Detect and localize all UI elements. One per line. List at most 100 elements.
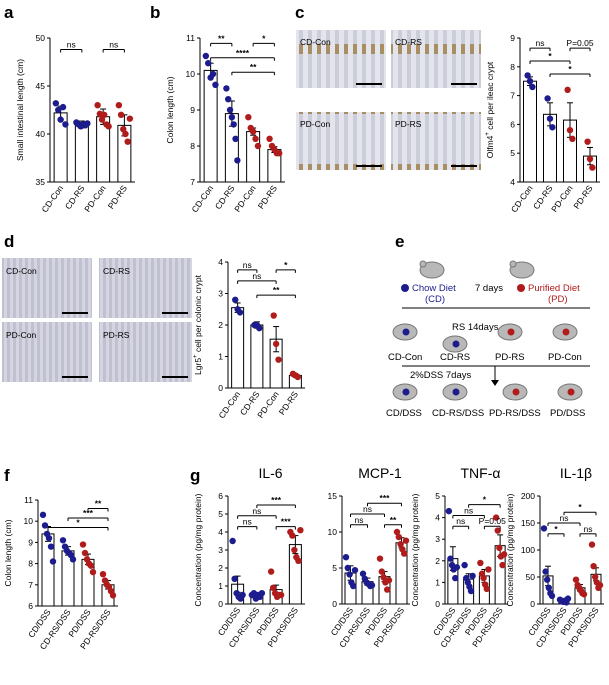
sig-label: ns [456,516,465,526]
sig-label: ** [95,498,102,508]
data-point [39,511,47,519]
x-tick-label: PD-Con [549,183,575,214]
panel-letter-e: e [395,232,404,251]
micrograph-label: PD-Con [300,119,331,129]
data-point [236,309,244,316]
data-point [564,595,572,602]
micrographs-c: CD-Con CD-RS PD-Con PD-RS [296,30,481,170]
y-tick-label: 8 [510,62,515,72]
data-point [94,102,101,109]
x-tick-label: PD-RS [277,389,301,417]
data-point [469,572,476,580]
y-axis-label: Concentration (pg/mg protein) [505,493,515,606]
y-tick-label: 5 [218,509,223,519]
y-tick-label: 8 [28,559,33,569]
data-point [84,120,91,127]
arrow-head-icon [491,380,499,386]
data-point [445,507,453,515]
sig-label: * [262,33,266,43]
sig-label: P=0.05 [479,516,506,526]
y-tick-label: 15 [328,491,338,501]
data-point [258,590,266,597]
y-tick-label: 4 [435,513,440,523]
data-point [239,591,246,599]
data-point [49,558,57,565]
sig-label: ** [390,515,397,525]
data-point [483,585,490,593]
data-point [55,106,62,114]
data-point [59,537,67,544]
y-tick-label: 0 [435,599,440,609]
bar [74,123,89,183]
micrograph-image [99,258,192,318]
data-point [225,96,232,103]
y-tick-label: 10 [24,516,34,526]
data-point [234,157,241,164]
dss-group-label-pd: PD/DSS [550,408,585,419]
group-mice [392,323,578,353]
data-point [548,592,556,600]
data-point [496,544,503,552]
data-point [346,571,353,578]
data-point [588,541,596,548]
chart-g-mcp1: 051015MCP-1CD/DSSCD-RS/DSSPD/DSSPD-RS/DS… [328,465,410,649]
data-point [231,575,238,582]
x-tick-label: PD-Con [232,183,258,214]
y-tick-label: 5 [510,148,515,158]
sig-label: ns [536,38,545,48]
micrograph-image [2,258,92,318]
data-point [209,70,217,78]
micrograph-image [391,112,481,170]
micrograph-image [99,322,192,382]
purified-diet-label: Purified Diet [528,283,580,294]
y-tick-label: 10 [186,69,196,79]
data-point [101,111,108,119]
bar [250,324,264,389]
sig-label: ns [464,505,473,515]
group-label-pd-rs: PD-RS [495,352,525,363]
sig-label: ns [109,40,118,50]
y-tick-label: 3 [435,534,440,544]
dss-group-label-pd-rs: PD-RS/DSS [489,408,541,419]
sig-label: ns [560,513,569,523]
panel-letter-c: c [295,3,304,22]
data-point [229,537,236,545]
data-point [52,100,60,107]
data-point [397,541,404,548]
dss-group-label-cd: CD/DSS [386,408,422,419]
data-point [393,528,401,536]
sig-label: * [284,260,288,270]
y-axis-label-main: Olfm4 [485,135,495,158]
data-point [59,103,67,111]
data-point [447,555,454,562]
diet-dot-icon [452,340,460,348]
panel-letter-a: a [4,3,14,22]
data-point [376,555,384,562]
x-tick-label: CD-Con [509,183,535,214]
y-tick-label: 50 [526,572,536,582]
data-point [69,556,77,563]
group-label-cd-con: CD-Con [388,352,422,363]
chart-a-small-intestine-length: 35 40 45 50 Small intestinal length (cm) CD-C… [15,33,135,214]
data-point [245,114,252,121]
data-point [81,549,89,557]
data-point [89,568,97,576]
data-point [580,591,588,598]
data-point [45,534,53,542]
data-point [223,85,230,92]
data-point [524,72,531,79]
data-point [592,573,599,581]
sig-label: ns [355,515,364,525]
data-point [267,568,275,575]
sig-label: * [76,518,80,528]
data-point [252,135,259,142]
data-point [120,126,127,133]
data-point [380,574,387,581]
data-point [109,592,117,599]
dss-mice [392,383,583,401]
data-point [342,554,350,561]
data-point [289,532,296,539]
data-point [544,576,551,583]
